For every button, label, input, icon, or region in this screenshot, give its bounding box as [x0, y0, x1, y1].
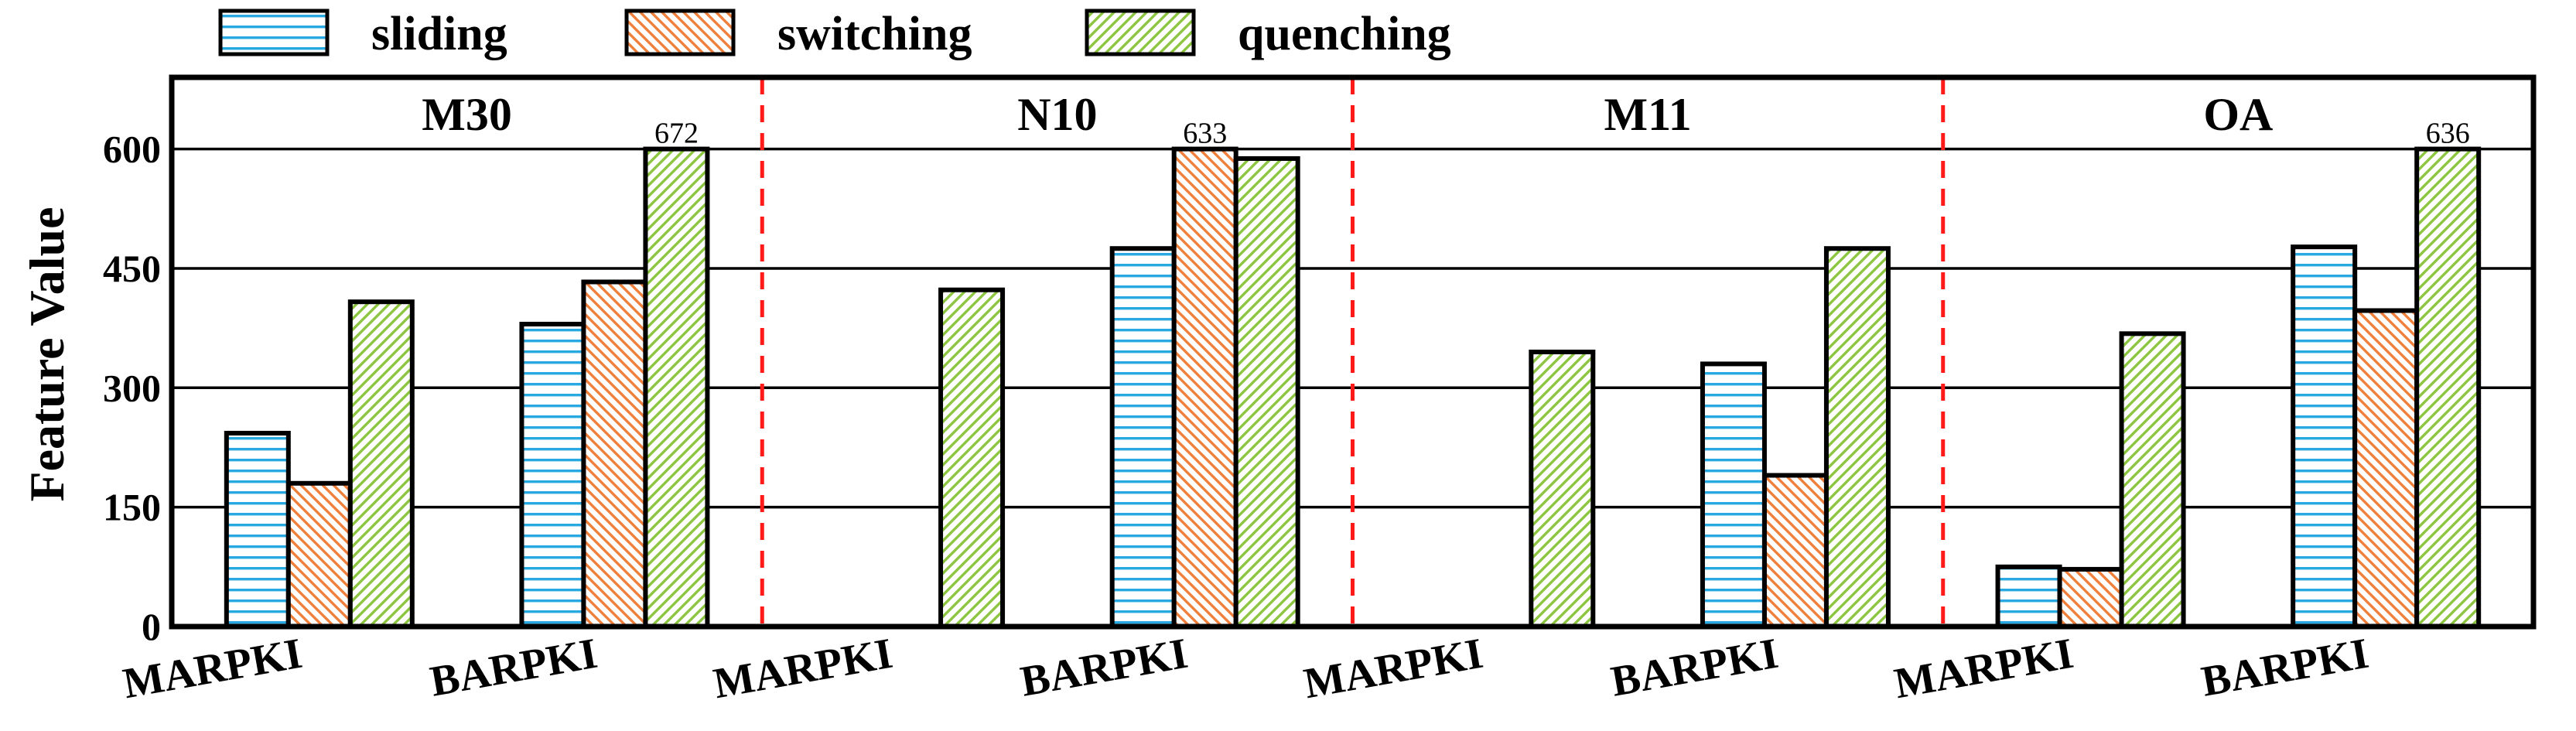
bar-switching: [2352, 308, 2420, 629]
bar-quenching: [938, 287, 1006, 629]
legend-label: switching: [777, 8, 972, 60]
bar-quenching: [2119, 331, 2186, 629]
legend-item: quenching: [1085, 8, 1451, 60]
data-label: 636: [2426, 118, 2470, 150]
bar-switching: [2057, 566, 2124, 629]
plot-border: [169, 74, 2537, 630]
legend-swatch: [1085, 9, 1196, 56]
bar-switching: [285, 480, 353, 629]
y-tick-label: 450: [103, 247, 161, 290]
legend-swatch: [218, 9, 330, 56]
bar-switching: [1171, 146, 1238, 629]
data-label: 633: [1183, 118, 1227, 150]
y-tick-label: 600: [103, 128, 161, 171]
bar-switching: [1761, 473, 1829, 629]
group-label: M30: [422, 89, 512, 140]
bar-sliding: [224, 430, 291, 630]
bar-quenching: [1233, 155, 1300, 629]
group-label: N10: [1017, 89, 1097, 140]
bar-sliding: [2291, 244, 2358, 629]
bar-quenching: [1823, 246, 1891, 629]
legend: sliding switching quenching: [218, 8, 1451, 60]
x-tick-label: MARPKI: [1300, 630, 1487, 709]
x-tick-label: MARPKI: [710, 630, 897, 709]
bar-quenching: [1529, 350, 1596, 629]
bar-sliding: [1109, 246, 1177, 629]
x-tick-label: BARPKI: [1017, 630, 1191, 706]
y-tick-label: 150: [103, 486, 161, 529]
bar-sliding: [519, 321, 586, 629]
legend-swatch: [624, 9, 736, 56]
legend-item: sliding: [218, 8, 507, 60]
bar-quenching: [643, 146, 710, 629]
group-label: OA: [2203, 89, 2273, 140]
group-label: M11: [1604, 89, 1691, 140]
y-tick-label: 300: [103, 366, 161, 409]
bar-sliding: [1700, 361, 1767, 629]
x-tick-label: BARPKI: [426, 630, 600, 706]
bar-quenching: [2414, 146, 2482, 629]
y-tick-label: 0: [142, 605, 161, 648]
x-tick-label: BARPKI: [2198, 630, 2372, 706]
bar-sliding: [1995, 564, 2062, 630]
legend-label: sliding: [371, 8, 507, 60]
y-axis-label: Feature Value: [19, 207, 74, 501]
x-tick-label: BARPKI: [1607, 630, 1782, 706]
legend-label: quenching: [1238, 8, 1451, 60]
bars: [224, 146, 2482, 630]
x-tick-label: MARPKI: [1891, 630, 2077, 709]
plot-frame: [169, 74, 2537, 630]
bar-quenching: [347, 299, 415, 629]
bar-switching: [581, 279, 648, 629]
data-label: 672: [654, 118, 699, 150]
legend-item: switching: [624, 8, 972, 60]
